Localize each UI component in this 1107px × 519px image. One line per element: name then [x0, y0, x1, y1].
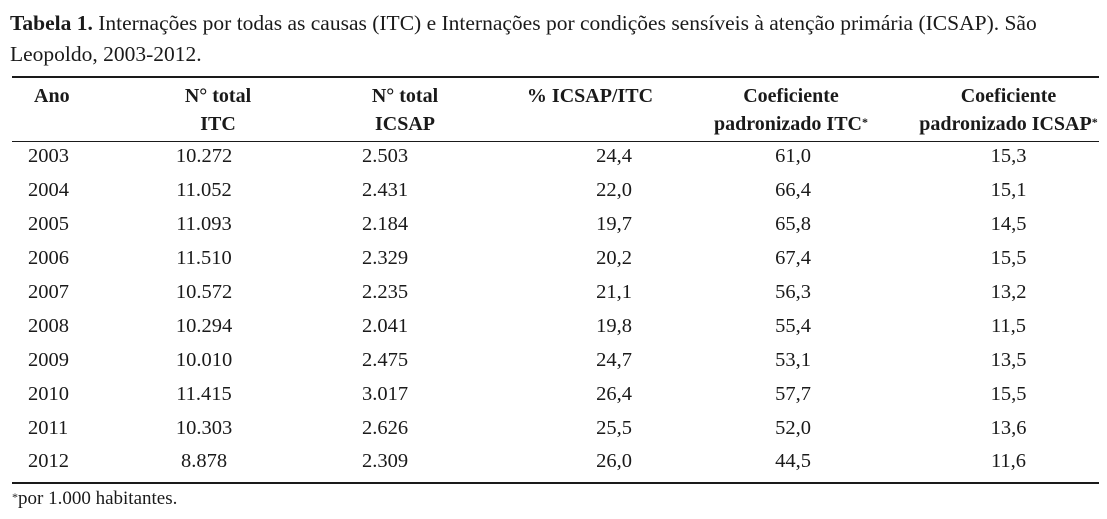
cell-coef-itc: 61,0: [775, 145, 811, 168]
cell-pct-icsap-itc: 22,0: [596, 179, 632, 202]
table-row: 2004 11.052 2.431 22,0 66,4 15,1: [12, 174, 1107, 208]
cell-coef-icsap: 15,1: [990, 179, 1027, 202]
cell-total-icsap: 2.503: [361, 145, 409, 168]
cell-coef-icsap: 15,5: [990, 382, 1027, 405]
cell-ano: 2010: [28, 382, 69, 405]
table-row: 2007 10.572 2.235 21,1 56,3 13,2: [12, 276, 1107, 310]
cell-coef-itc: 67,4: [775, 247, 811, 270]
cell-coef-icsap: 15,3: [990, 145, 1027, 168]
cell-total-icsap: 2.329: [361, 247, 409, 270]
table-footnote: *por 1.000 habitantes.: [12, 486, 177, 512]
cell-ano: 2006: [28, 247, 69, 270]
cell-pct-icsap-itc: 26,0: [596, 450, 632, 473]
cell-total-itc: 11.415: [176, 382, 232, 405]
cell-total-itc: 10.294: [175, 314, 233, 337]
header-ano: Ano: [34, 85, 70, 107]
table-row: 2009 10.010 2.475 24,7 53,1 13,5: [12, 343, 1107, 377]
cell-total-itc: 10.303: [175, 416, 233, 439]
header-total-icsap: N° total ICSAP: [371, 85, 439, 135]
cell-ano: 2004: [28, 179, 69, 202]
cell-total-itc: 10.272: [175, 145, 233, 168]
cell-total-itc: 11.052: [176, 179, 232, 202]
header-coef-icsap-footnote-mark: *: [1091, 115, 1098, 129]
cell-coef-icsap: 13,5: [990, 348, 1027, 371]
table-header-row: Ano N° total ITC N° total ICSAP % ICSAP/IT…: [12, 80, 1107, 140]
cell-total-itc: 8.878: [180, 450, 228, 473]
cell-total-icsap: 2.309: [361, 450, 409, 473]
table-row: 2003 10.272 2.503 24,4 61,0 15,3: [12, 140, 1107, 174]
cell-coef-icsap: 13,6: [990, 416, 1027, 439]
cell-ano: 2007: [28, 281, 69, 303]
cell-total-itc: 10.010: [175, 348, 233, 371]
table-caption-text: Internações por todas as causas (ITC) e …: [10, 11, 1037, 66]
cell-coef-icsap: 11,5: [990, 314, 1027, 337]
header-pct-icsap-itc: % ICSAP/ITC: [526, 85, 654, 107]
cell-coef-itc: 57,7: [775, 382, 811, 405]
header-total-itc: N° total ITC: [184, 85, 252, 135]
cell-pct-icsap-itc: 19,7: [596, 213, 632, 236]
table-row: 2012 8.878 2.309 26,0 44,5 11,6: [12, 445, 1107, 479]
cell-pct-icsap-itc: 19,8: [596, 314, 632, 337]
cell-total-icsap: 2.041: [361, 314, 409, 337]
cell-coef-itc: 55,4: [775, 314, 811, 337]
header-coef-itc: Coeficiente padronizado ITC*: [713, 85, 868, 135]
cell-coef-icsap: 11,6: [990, 450, 1027, 473]
cell-ano: 2008: [28, 314, 69, 337]
table-caption: Tabela 1. Internações por todas as causa…: [10, 8, 1100, 70]
footnote-mark: *: [12, 490, 18, 504]
cell-ano: 2009: [28, 348, 69, 371]
table-row: 2006 11.510 2.329 20,2 67,4 15,5: [12, 242, 1107, 276]
cell-total-icsap: 2.626: [361, 416, 409, 439]
cell-pct-icsap-itc: 24,7: [596, 348, 632, 371]
footnote-text: por 1.000 habitantes.: [18, 488, 178, 509]
cell-pct-icsap-itc: 21,1: [596, 281, 632, 303]
cell-coef-icsap: 15,5: [990, 247, 1027, 270]
cell-total-itc: 11.510: [176, 247, 232, 270]
data-table: Ano N° total ITC N° total ICSAP % ICSAP/IT…: [12, 80, 1107, 479]
cell-ano: 2012: [28, 450, 69, 473]
table-bottom-rule: [12, 482, 1099, 484]
cell-ano: 2011: [28, 416, 69, 439]
cell-ano: 2003: [28, 145, 69, 168]
table-header-rule: [12, 141, 1099, 142]
cell-coef-itc: 53,1: [775, 348, 811, 371]
table-row: 2005 11.093 2.184 19,7 65,8 14,5: [12, 208, 1107, 242]
table-row: 2008 10.294 2.041 19,8 55,4 11,5: [12, 309, 1107, 343]
cell-coef-itc: 56,3: [775, 281, 811, 303]
table-row: 2010 11.415 3.017 26,4 57,7 15,5: [12, 377, 1107, 411]
header-coef-itc-footnote-mark: *: [862, 115, 868, 129]
cell-total-icsap: 2.184: [361, 213, 409, 236]
cell-ano: 2005: [28, 213, 69, 236]
cell-total-itc: 11.093: [176, 213, 232, 236]
table-top-rule: [12, 76, 1099, 78]
header-coef-icsap: Coeficiente padronizado ICSAP*: [919, 85, 1098, 135]
cell-total-icsap: 2.235: [361, 281, 409, 303]
cell-coef-icsap: 13,2: [990, 281, 1027, 303]
cell-coef-itc: 66,4: [775, 179, 811, 202]
cell-total-icsap: 2.475: [361, 348, 409, 371]
table-row: 2011 10.303 2.626 25,5 52,0 13,6: [12, 411, 1107, 445]
cell-total-icsap: 3.017: [361, 382, 409, 405]
cell-coef-itc: 52,0: [775, 416, 811, 439]
cell-total-icsap: 2.431: [361, 179, 409, 202]
cell-pct-icsap-itc: 26,4: [596, 382, 632, 405]
cell-coef-itc: 44,5: [775, 450, 811, 473]
cell-coef-itc: 65,8: [775, 213, 811, 236]
cell-coef-icsap: 14,5: [990, 213, 1027, 236]
table-caption-label: Tabela 1.: [10, 11, 93, 35]
cell-pct-icsap-itc: 24,4: [596, 145, 632, 168]
cell-pct-icsap-itc: 20,2: [596, 247, 632, 270]
cell-pct-icsap-itc: 25,5: [596, 416, 632, 439]
cell-total-itc: 10.572: [175, 281, 233, 303]
